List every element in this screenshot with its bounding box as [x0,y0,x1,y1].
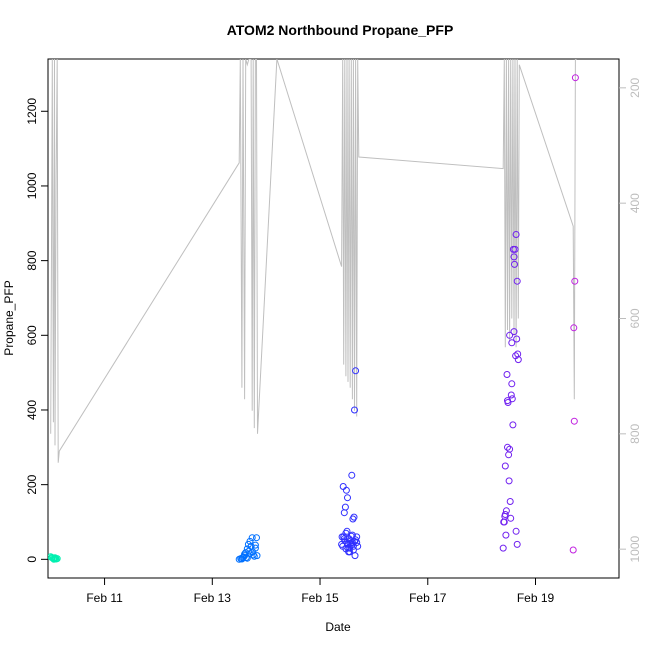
data-point [508,395,516,403]
data-point [506,331,514,339]
data-point [509,421,517,429]
data-point [250,552,258,560]
y2-tick-label: 600 [628,308,642,328]
y-tick-label: 400 [25,400,39,420]
data-point [242,554,250,561]
y-tick-label: 600 [25,325,39,345]
y-axis-label: Propane_PFP [2,280,16,355]
data-point [505,477,513,485]
data-point [52,554,59,562]
data-point [570,324,578,332]
data-point [513,335,521,343]
data-point [50,555,58,563]
data-point [513,540,521,548]
data-point [504,443,511,451]
y-tick-label: 800 [25,250,39,270]
plot-area [47,58,620,579]
data-point [510,328,518,336]
data-point [339,483,347,490]
data-point [508,380,516,388]
data-point [249,551,257,559]
data-point [570,417,578,425]
x-axis-label: Date [325,620,351,634]
x-tick-label: Feb 17 [409,591,447,605]
data-point [344,540,352,548]
data-point [512,527,520,535]
secondary-y-axis: 200 400 600 800 1000 [619,78,642,563]
y-tick-label: 0 [25,556,39,563]
data-point [511,260,518,268]
data-point [343,527,351,535]
data-point [500,518,508,526]
data-point [505,451,513,459]
data-point [507,514,515,522]
data-point [502,507,510,515]
data-point [353,539,361,546]
data-point [346,544,354,552]
data-point [347,532,355,540]
data-point [571,277,579,285]
data-point [569,546,577,554]
data-point [243,554,251,562]
y-axis: 0 200 400 600 800 1000 1200 [25,98,48,563]
data-point [506,445,514,453]
data-point [514,350,522,358]
plot-frame [47,58,620,579]
x-tick-label: Feb 13 [194,591,232,605]
data-point [341,503,349,511]
data-point [508,339,516,347]
y2-tick-label: 200 [628,78,642,98]
data-point [253,534,260,542]
data-point [344,494,351,502]
x-axis: Feb 11 Feb 13 Feb 15 Feb 17 Feb 19 [86,578,555,605]
data-point [352,367,360,375]
y2-tick-label: 400 [628,193,642,213]
data-point [249,548,257,556]
data-point [502,531,510,539]
data-point [348,471,356,479]
data-point [510,253,518,261]
data-point [501,462,509,470]
data-point [246,537,254,545]
data-point [48,554,56,561]
data-point [507,391,515,399]
y-tick-label: 1000 [25,172,39,199]
data-point [512,231,520,238]
data-point [512,352,520,360]
data-point [509,245,517,253]
x-tick-label: Feb 19 [517,591,555,605]
data-point [248,534,256,542]
data-point [350,513,358,521]
data-point [342,545,350,553]
data-point [340,509,348,517]
data-point [499,544,507,552]
data-point [504,399,512,406]
y-tick-label: 200 [25,474,39,494]
data-point [340,535,348,543]
data-point [342,486,350,494]
data-point [571,74,579,82]
data-point [351,406,358,414]
data-point [338,533,346,541]
data-point [501,511,509,518]
data-point [503,371,511,378]
x-tick-label: Feb 15 [301,591,339,605]
data-point [513,277,521,285]
data-point [354,542,362,550]
chart-title: ATOM2 Northbound Propane_PFP [227,22,454,38]
data-point [253,552,261,560]
data-point [506,498,514,505]
data-point [351,552,359,560]
data-point [251,541,259,549]
trace-line [50,59,577,463]
x-tick-label: Feb 11 [86,591,123,605]
y2-tick-label: 1000 [628,535,642,562]
y2-tick-label: 800 [628,424,642,444]
y-tick-label: 1200 [25,98,39,125]
